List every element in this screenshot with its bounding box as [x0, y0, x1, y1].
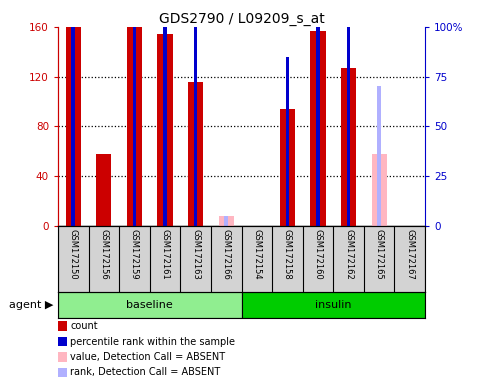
Text: GSM172158: GSM172158 [283, 229, 292, 280]
Bar [96, 154, 112, 226]
Text: GSM172156: GSM172156 [99, 229, 108, 280]
Text: GSM172167: GSM172167 [405, 229, 414, 280]
Text: agent ▶: agent ▶ [9, 300, 53, 310]
Bar [377, 86, 381, 226]
Bar [133, 27, 136, 226]
Text: GSM172161: GSM172161 [160, 229, 170, 280]
Bar [371, 154, 387, 226]
Text: GSM172160: GSM172160 [313, 229, 323, 280]
Text: value, Detection Call = ABSENT: value, Detection Call = ABSENT [70, 352, 225, 362]
Bar [58, 292, 242, 318]
Bar [347, 3, 350, 226]
Title: GDS2790 / L09209_s_at: GDS2790 / L09209_s_at [158, 12, 325, 26]
Bar [163, 3, 167, 226]
Bar [157, 34, 173, 226]
Text: baseline: baseline [127, 300, 173, 310]
Text: GSM172166: GSM172166 [222, 229, 231, 280]
Text: GSM172162: GSM172162 [344, 229, 353, 280]
Bar [280, 109, 295, 226]
Text: percentile rank within the sample: percentile rank within the sample [70, 336, 235, 346]
Bar [242, 292, 425, 318]
Bar [225, 216, 228, 226]
Text: GSM172150: GSM172150 [69, 229, 78, 280]
Bar [71, 0, 75, 226]
Bar [66, 27, 81, 226]
Bar [194, 27, 198, 226]
Text: rank, Detection Call = ABSENT: rank, Detection Call = ABSENT [70, 367, 220, 377]
Bar [311, 31, 326, 226]
Bar [188, 81, 203, 226]
Bar [219, 216, 234, 226]
Text: GSM172159: GSM172159 [130, 229, 139, 280]
Text: insulin: insulin [315, 300, 352, 310]
Bar [341, 68, 356, 226]
Bar [285, 57, 289, 226]
Text: count: count [70, 321, 98, 331]
Bar [316, 3, 320, 226]
Text: GSM172163: GSM172163 [191, 229, 200, 280]
Text: GSM172154: GSM172154 [252, 229, 261, 280]
Bar [127, 27, 142, 226]
Text: GSM172165: GSM172165 [375, 229, 384, 280]
